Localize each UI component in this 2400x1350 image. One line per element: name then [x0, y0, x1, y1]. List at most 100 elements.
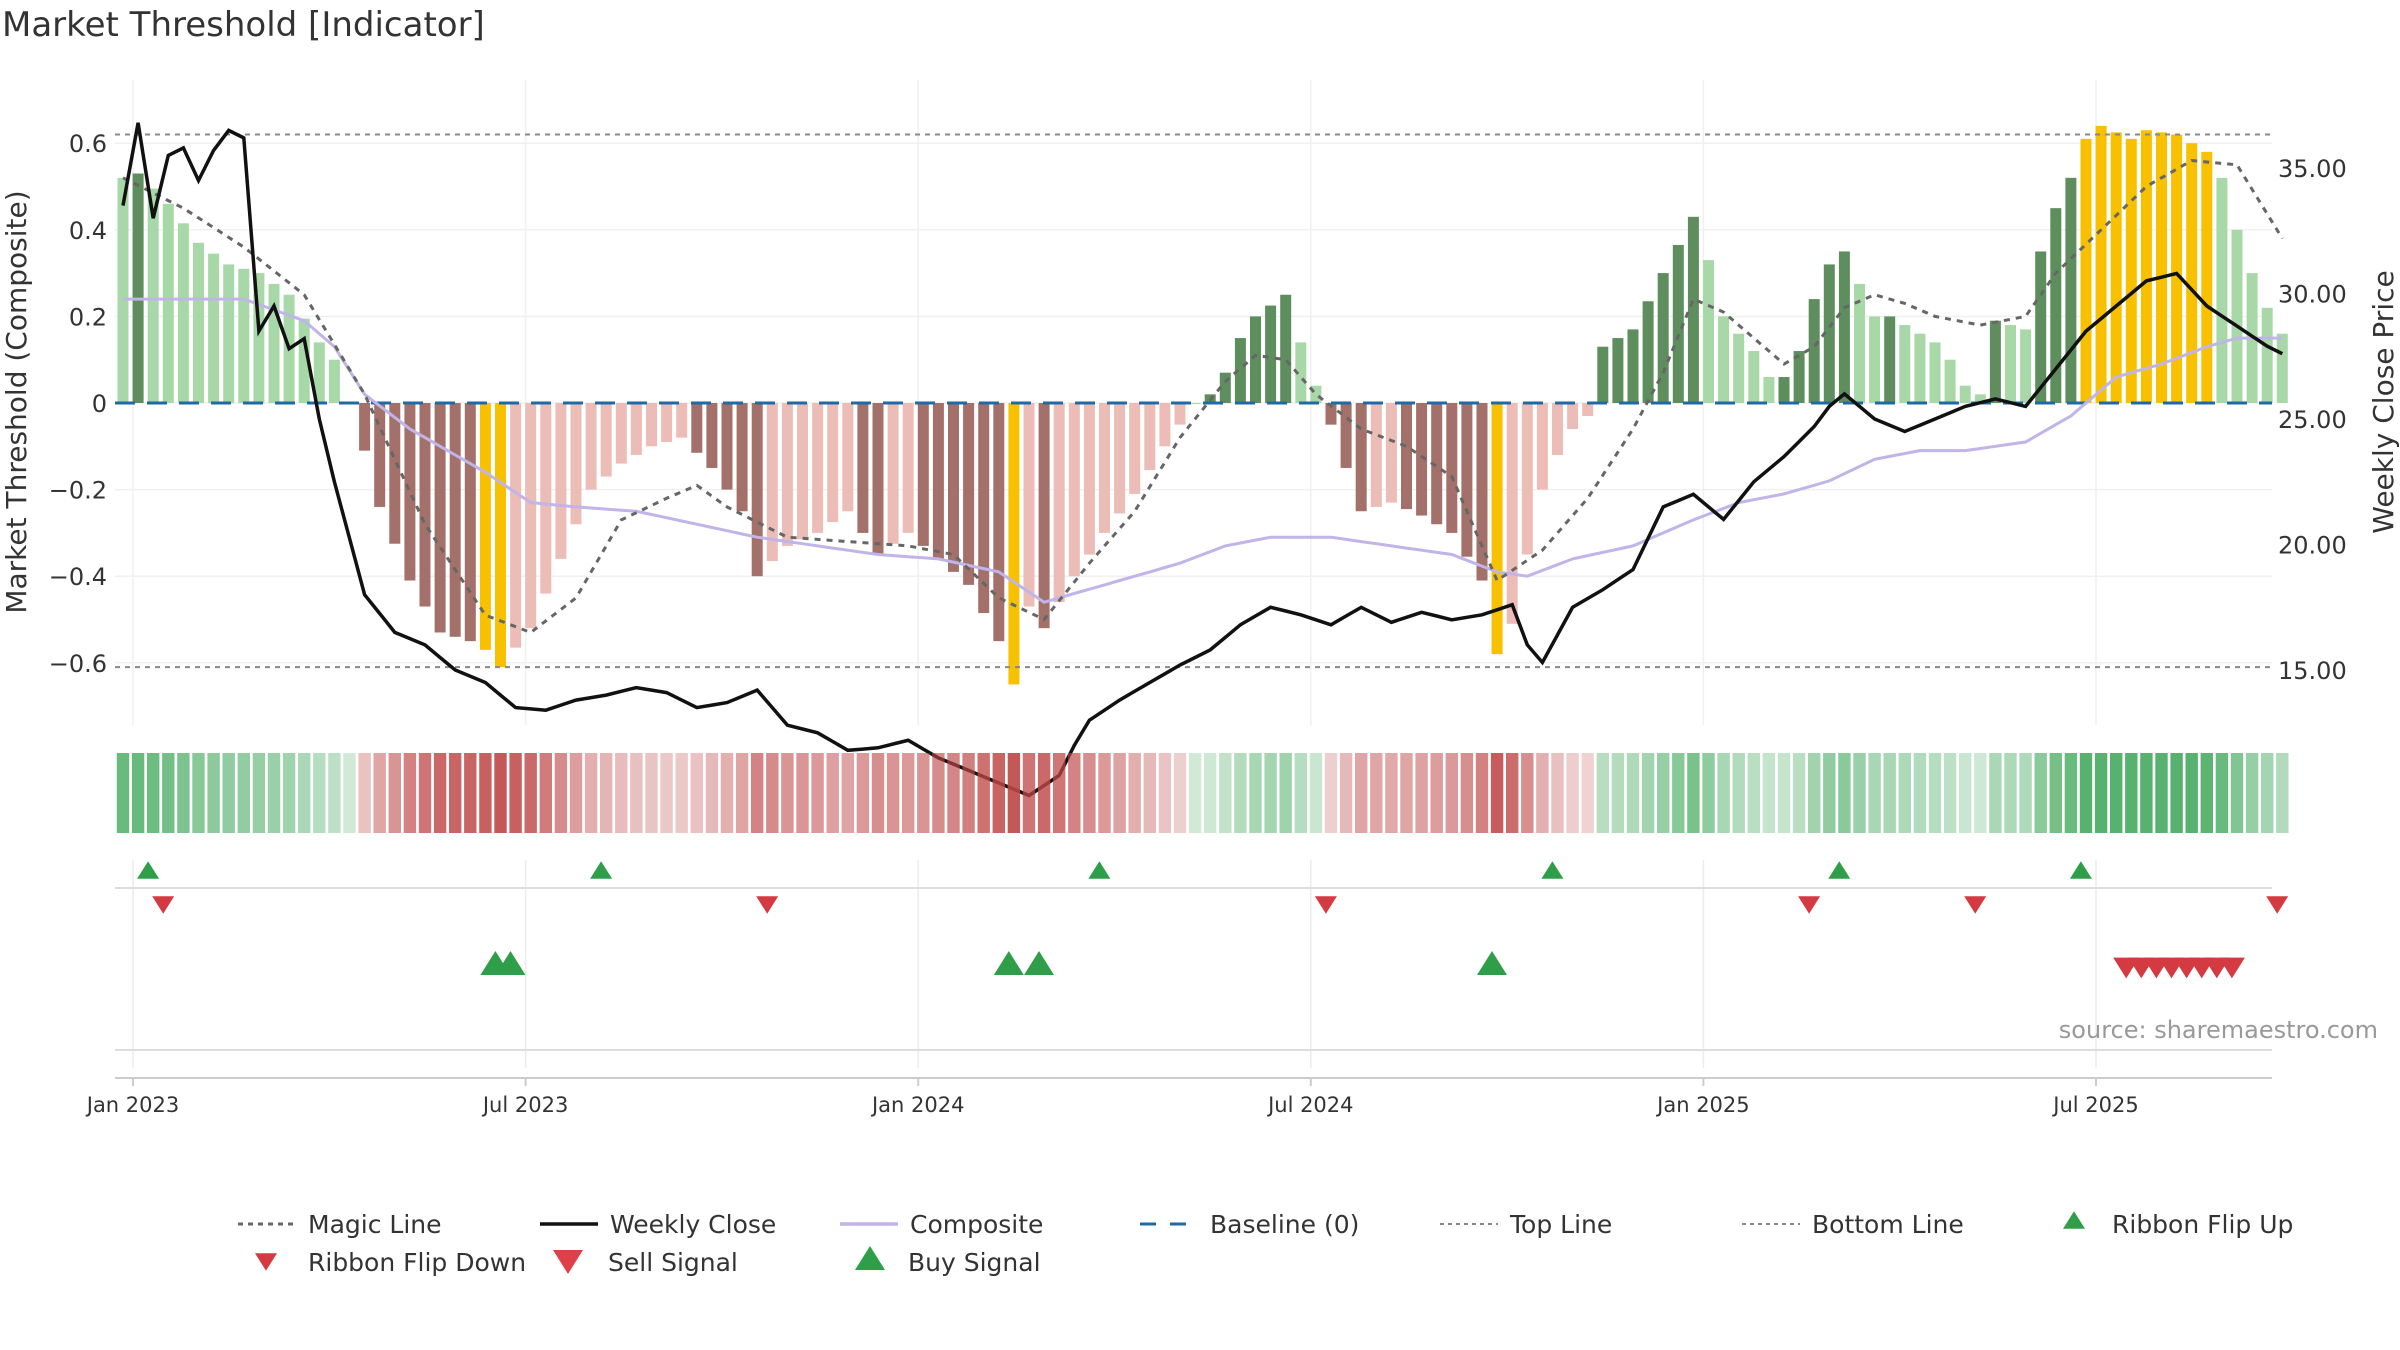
- ribbon-cell: [1521, 753, 1534, 833]
- composite-bar: [1325, 403, 1337, 425]
- composite-bar: [1461, 403, 1473, 557]
- ribbon-cell: [1883, 753, 1896, 833]
- composite-bar: [1491, 403, 1503, 655]
- composite-bar: [963, 403, 975, 585]
- composite-bar: [1446, 403, 1458, 533]
- composite-bar: [404, 403, 416, 581]
- ribbon-cell: [1279, 753, 1292, 833]
- ribbon-cell: [1792, 753, 1806, 833]
- composite-bar: [1959, 385, 1971, 403]
- composite-bar: [1929, 342, 1941, 403]
- ribbon-cell: [902, 753, 915, 833]
- composite-bar: [1808, 299, 1820, 403]
- ribbon-cell: [418, 753, 432, 833]
- ribbon-cell: [2094, 753, 2108, 833]
- legend-label: Magic Line: [308, 1210, 442, 1239]
- ribbon-cell: [826, 753, 839, 833]
- ribbon-cell: [1430, 753, 1443, 833]
- left-tick-label: −0.4: [49, 563, 107, 591]
- composite-bar: [1340, 403, 1352, 468]
- composite-bar: [1234, 338, 1246, 403]
- composite-bar: [1114, 403, 1126, 514]
- composite-bar: [238, 268, 250, 403]
- ribbon-cell: [2140, 753, 2153, 833]
- composite-bar: [298, 318, 310, 403]
- chart-title: Market Threshold [Indicator]: [2, 5, 485, 45]
- right-axis-ticks: 35.00 30.00 25.00 20.00 15.00: [2278, 155, 2347, 685]
- composite-bar: [646, 403, 657, 447]
- ribbon-cell: [162, 753, 175, 833]
- composite-bar: [1914, 333, 1926, 403]
- composite-bar: [147, 188, 159, 403]
- buy-signal-marker: [993, 951, 1024, 975]
- ribbon-cell: [1853, 753, 1866, 833]
- composite-bar: [2231, 229, 2243, 403]
- composite-bar: [2140, 130, 2152, 403]
- composite-bar: [1687, 216, 1699, 403]
- composite-bar: [1854, 283, 1865, 403]
- composite-bar: [1476, 403, 1488, 581]
- composite-bar: [2276, 333, 2288, 403]
- left-tick-label: −0.6: [49, 650, 107, 678]
- ribbon-flip-down-marker: [152, 896, 175, 914]
- ribbon-cell: [962, 753, 975, 833]
- composite-bar: [721, 403, 733, 490]
- ribbon-cell: [298, 753, 311, 833]
- ribbon-cell: [856, 753, 870, 833]
- composite-bar: [1053, 403, 1065, 603]
- ribbon-cell: [403, 753, 417, 833]
- x-tick-label: Jan 2023: [85, 1093, 180, 1117]
- sell-signal-marker: [2218, 957, 2245, 979]
- composite-bar: [2050, 208, 2062, 403]
- composite-bar: [1763, 377, 1775, 403]
- ribbon-cell: [2049, 753, 2062, 833]
- composite-bar: [1612, 338, 1624, 403]
- composite-bar: [887, 403, 899, 544]
- legend-label: Baseline (0): [1210, 1210, 1359, 1239]
- x-tick-label: Jul 2024: [1266, 1093, 1353, 1117]
- ribbon-cell: [388, 753, 401, 833]
- composite-bar: [1159, 403, 1171, 447]
- composite-bar: [1023, 403, 1035, 607]
- ribbon-cell: [1400, 753, 1413, 833]
- right-tick-label: 15.00: [2278, 657, 2347, 685]
- ribbon-cell: [1355, 753, 1368, 833]
- composite-bar: [1144, 403, 1156, 471]
- composite-bar: [1416, 403, 1428, 516]
- composite-bar: [1265, 305, 1277, 403]
- ribbon-cell: [1068, 753, 1081, 833]
- ribbon-flip-down-marker: [2266, 896, 2289, 914]
- ribbon-cell: [569, 753, 583, 833]
- right-tick-label: 35.00: [2278, 155, 2347, 183]
- ribbon-cell: [1475, 753, 1489, 833]
- ribbon-cell: [1641, 753, 1655, 833]
- ribbon-cell: [1204, 753, 1217, 833]
- right-tick-label: 25.00: [2278, 406, 2347, 434]
- composite-bar: [1280, 294, 1292, 403]
- ribbon-cell: [1415, 753, 1428, 833]
- composite-bar: [1703, 260, 1714, 403]
- composite-bar: [1506, 403, 1518, 624]
- composite-bar: [223, 264, 235, 403]
- composite-bar: [706, 403, 718, 468]
- right-axis-label: Weekly Close Price: [2367, 270, 2400, 533]
- legend-label: Buy Signal: [908, 1248, 1041, 1277]
- ribbon-cell: [1717, 753, 1730, 833]
- composite-bar: [1521, 403, 1533, 555]
- ribbon-cell: [796, 753, 809, 833]
- composite-bar: [1370, 403, 1382, 507]
- composite-bars: [117, 125, 2288, 685]
- ribbon-cell: [917, 753, 930, 833]
- x-axis-ticks: Jan 2023 Jul 2023 Jan 2024 Jul 2024 Jan 2025…: [85, 1078, 2139, 1117]
- ribbon-cell: [675, 753, 688, 833]
- composite-bar: [1657, 273, 1669, 403]
- composite-bar: [117, 177, 129, 403]
- ribbon-cell: [1022, 753, 1036, 833]
- composite-bar: [479, 403, 491, 650]
- composite-bar: [555, 403, 567, 559]
- ribbon-cell: [751, 753, 764, 833]
- composite-bar: [268, 283, 280, 403]
- ribbon-strip: [116, 753, 2289, 833]
- composite-bar: [1989, 320, 2001, 403]
- composite-bar: [1189, 403, 1201, 404]
